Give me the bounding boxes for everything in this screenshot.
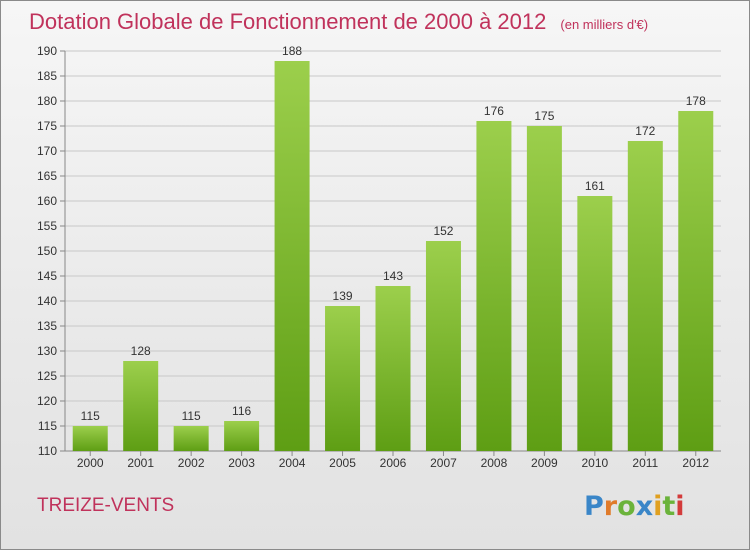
bar-value-label: 152 bbox=[433, 224, 453, 238]
bar-value-label: 143 bbox=[383, 269, 403, 283]
bar bbox=[325, 306, 361, 451]
x-tick-label: 2010 bbox=[581, 456, 608, 470]
bar bbox=[72, 426, 108, 451]
y-tick-label: 125 bbox=[37, 369, 57, 383]
bar-value-label: 116 bbox=[232, 404, 251, 418]
x-tick-label: 2005 bbox=[329, 456, 356, 470]
bar bbox=[173, 426, 209, 451]
y-tick-label: 150 bbox=[37, 244, 57, 258]
logo-letter: x bbox=[635, 491, 654, 522]
bar-value-label: 172 bbox=[635, 124, 655, 138]
y-tick-label: 160 bbox=[37, 194, 57, 208]
bar bbox=[678, 111, 714, 451]
bar-value-label: 115 bbox=[182, 409, 201, 423]
logo-letter: r bbox=[603, 491, 618, 522]
bar bbox=[577, 196, 613, 451]
x-tick-label: 2007 bbox=[430, 456, 457, 470]
y-tick-label: 180 bbox=[37, 94, 57, 108]
bar bbox=[425, 241, 461, 451]
logo-letter: o bbox=[617, 491, 636, 522]
x-tick-label: 2000 bbox=[77, 456, 104, 470]
chart-title: Dotation Globale de Fonctionnement de 20… bbox=[29, 9, 648, 35]
bar-value-label: 128 bbox=[131, 344, 151, 358]
bar bbox=[274, 61, 310, 451]
y-tick-label: 130 bbox=[37, 344, 57, 358]
bar bbox=[375, 286, 411, 451]
bar-value-label: 161 bbox=[585, 179, 605, 193]
y-tick-label: 120 bbox=[37, 394, 57, 408]
x-tick-label: 2006 bbox=[380, 456, 407, 470]
y-tick-label: 165 bbox=[37, 169, 57, 183]
bar bbox=[224, 421, 260, 451]
y-tick-label: 140 bbox=[37, 294, 57, 308]
bar-value-label: 139 bbox=[333, 289, 353, 303]
logo-letter: P bbox=[584, 491, 604, 522]
logo-letter: i bbox=[653, 491, 663, 522]
y-tick-label: 175 bbox=[37, 119, 57, 133]
title-text: Dotation Globale de Fonctionnement de 20… bbox=[29, 9, 547, 34]
bars bbox=[72, 61, 714, 451]
proxiti-logo: Proxiti bbox=[584, 491, 685, 522]
bar-value-label: 176 bbox=[484, 104, 504, 118]
bar-value-label: 115 bbox=[81, 409, 100, 423]
bar-value-label: 188 bbox=[282, 44, 302, 58]
logo-letter: t bbox=[662, 491, 676, 522]
bar-value-label: 175 bbox=[534, 109, 554, 123]
logo-letter: i bbox=[675, 491, 685, 522]
bar bbox=[526, 126, 562, 451]
labels: 115 2000 128 2001 115 2002 116 2003 188 2004 139 20… bbox=[77, 44, 710, 470]
bar bbox=[627, 141, 663, 451]
x-tick-label: 2009 bbox=[531, 456, 558, 470]
y-tick-label: 145 bbox=[37, 269, 57, 283]
x-tick-label: 2004 bbox=[279, 456, 306, 470]
unit-label: (en milliers d'€) bbox=[560, 17, 649, 32]
x-tick-label: 2002 bbox=[178, 456, 205, 470]
x-tick-label: 2008 bbox=[481, 456, 508, 470]
y-tick-label: 135 bbox=[37, 319, 57, 333]
x-tick-label: 2003 bbox=[228, 456, 255, 470]
y-tick-label: 110 bbox=[38, 444, 57, 458]
y-tick-label: 190 bbox=[37, 44, 57, 58]
y-tick-label: 185 bbox=[37, 69, 57, 83]
y-tick-label: 170 bbox=[37, 144, 57, 158]
bar bbox=[123, 361, 159, 451]
x-tick-label: 2001 bbox=[127, 456, 154, 470]
bar bbox=[476, 121, 512, 451]
x-tick-label: 2011 bbox=[632, 456, 658, 470]
town-name: TREIZE-VENTS bbox=[37, 495, 175, 516]
bar-value-label: 178 bbox=[686, 94, 706, 108]
y-tick-label: 115 bbox=[38, 419, 57, 433]
x-tick-label: 2012 bbox=[682, 456, 709, 470]
y-tick-label: 155 bbox=[37, 219, 57, 233]
